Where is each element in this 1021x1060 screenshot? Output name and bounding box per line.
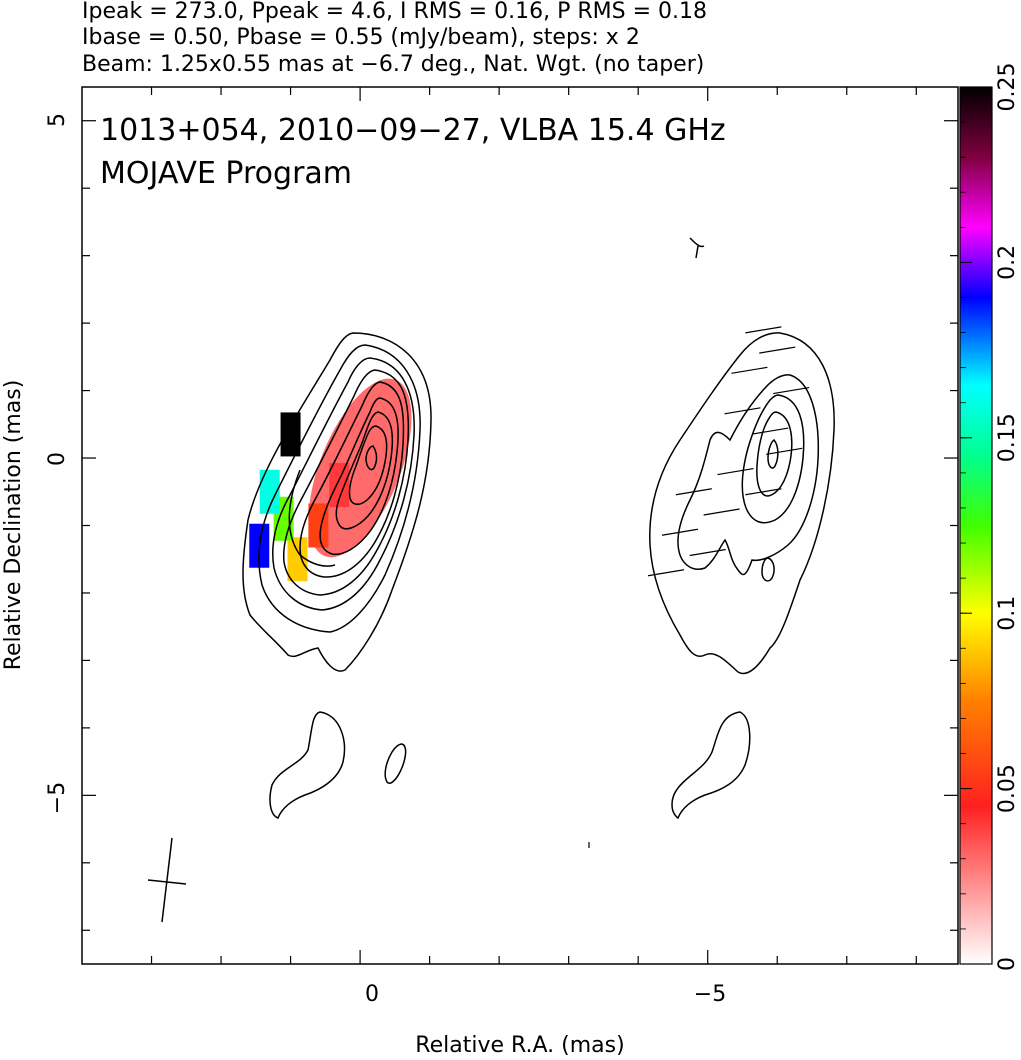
beam-minor-axis — [147, 879, 187, 885]
evpa-tick-2 — [731, 366, 768, 374]
colorbar — [960, 87, 992, 964]
colorbar-tick-label-0: 0 — [995, 957, 1020, 971]
contour-jet-left — [288, 469, 336, 567]
contour-2-left — [258, 344, 421, 633]
fpol-patch-3 — [287, 537, 308, 582]
evpa-tick-10 — [675, 488, 712, 496]
evpa-tick-0 — [745, 326, 782, 334]
pol-artifact-top — [689, 237, 705, 259]
fpol-patch-1 — [329, 463, 350, 508]
fpol-patch-7 — [280, 412, 301, 457]
evpa-tick-3 — [773, 386, 810, 395]
y-tick-label-1: 0 — [45, 452, 70, 466]
contour-3-left — [272, 357, 415, 611]
evpa-tick-12 — [689, 548, 726, 557]
pol-contour-blob — [671, 711, 751, 820]
y-tick-label-2: −5 — [45, 782, 70, 814]
minor-ticks — [82, 87, 958, 964]
fpol-patch-5 — [259, 469, 280, 514]
contour-6-left — [319, 397, 399, 556]
contours-right — [588, 237, 835, 848]
pol-contour-island — [761, 557, 775, 582]
evpa-tick-1 — [759, 346, 796, 354]
evpa-tick-6 — [766, 447, 803, 455]
beam-major-axis — [161, 837, 173, 923]
x-tick-label-1: −5 — [694, 982, 726, 1007]
colorbar-tick-label-1: 0.05 — [995, 764, 1020, 813]
x-axis-label: Relative R.A. (mas) — [415, 1033, 624, 1058]
program-annotation: MOJAVE Program — [100, 156, 352, 191]
colorbar-tick-label-4: 0.2 — [995, 245, 1020, 280]
header-line-2: Ibase = 0.50, Pbase = 0.55 (mJy/beam), s… — [82, 25, 640, 50]
evpa-tick-4 — [724, 407, 761, 415]
contour-5-left — [299, 381, 405, 578]
contour-4-left — [282, 369, 410, 596]
evpa-tick-11 — [661, 528, 699, 536]
plot-frame — [81, 86, 959, 965]
evpa-tick-8 — [745, 488, 782, 496]
evpa-tick-13 — [647, 569, 685, 577]
colorbar-tick-label-2: 0.1 — [995, 596, 1020, 631]
header-line-1: Ipeak = 273.0, Ppeak = 4.6, I RMS = 0.16… — [82, 0, 707, 24]
contour-blob-b-left — [384, 743, 407, 784]
contour-7-left — [335, 411, 394, 530]
contour-blob-a-left — [269, 711, 346, 819]
evpa-tick-5 — [752, 427, 789, 435]
colorbar-frame — [959, 86, 993, 965]
pol-contour-4 — [756, 411, 793, 497]
colorbar-tick-label-3: 0.15 — [995, 413, 1020, 462]
pol-contour-outer — [649, 332, 835, 675]
evpa-tick-7 — [717, 467, 754, 476]
y-axis-label: Relative Declination (mas) — [1, 380, 26, 671]
x-tick-label-0: 0 — [365, 982, 379, 1007]
evpa-ticks — [647, 326, 810, 577]
evpa-tick-9 — [703, 508, 740, 516]
pol-contour-2 — [677, 374, 820, 576]
contour-8-left — [348, 425, 388, 505]
contour-outer-left — [242, 332, 432, 672]
colorbar-ticks: 0 0.05 0.1 0.15 0.2 0.25 — [960, 63, 1020, 971]
pol-contour-3 — [741, 394, 805, 524]
beam-cross — [147, 837, 187, 923]
fpol-patch-2 — [308, 503, 329, 548]
header-line-3: Beam: 1.25x0.55 mas at −6.7 deg., Nat. W… — [82, 52, 704, 77]
contours-left — [242, 332, 432, 819]
y-tick-label-0: 5 — [45, 113, 70, 127]
colorbar-tick-label-5: 0.25 — [995, 63, 1020, 112]
contour-core-left — [365, 445, 378, 471]
source-annotation: 1013+054, 2010−09−27, VLBA 15.4 GHz — [100, 113, 726, 148]
